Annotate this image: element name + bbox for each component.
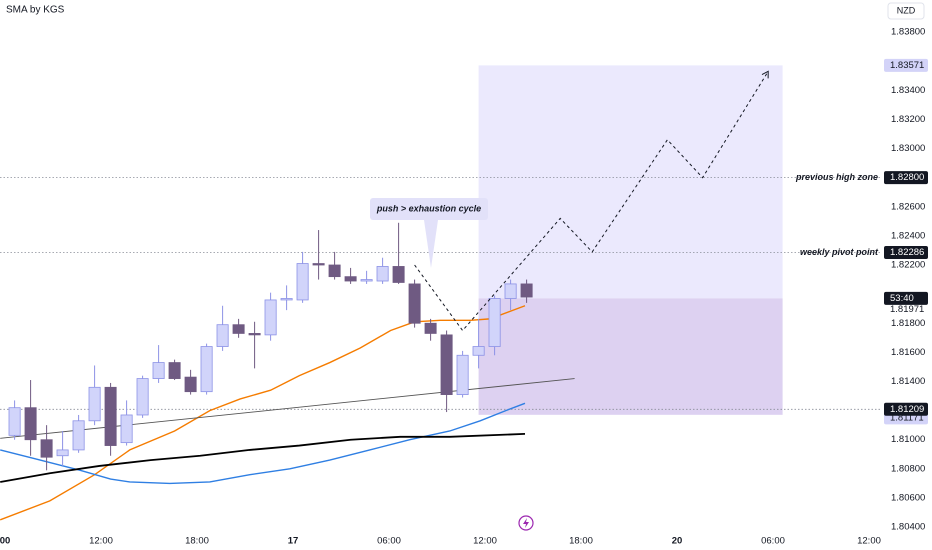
y-tick-label: 1.80800 xyxy=(891,463,925,474)
y-tick-label: 1.81000 xyxy=(891,434,925,445)
candle-body xyxy=(72,420,85,451)
y-tick-label: 1.83400 xyxy=(891,85,925,96)
indicator-line xyxy=(0,433,526,483)
x-tick-label: 12:00 xyxy=(857,536,881,547)
candle-body xyxy=(520,283,533,298)
y-tick-label: 1.81400 xyxy=(891,376,925,387)
candle-body xyxy=(24,407,37,441)
annotation: push > exhaustion cycle xyxy=(376,203,481,213)
candle-body xyxy=(200,346,213,393)
candle-body xyxy=(280,298,293,301)
y-tick-label: 1.83800 xyxy=(891,27,925,38)
replay-icon[interactable] xyxy=(518,515,534,531)
profit-zone xyxy=(478,65,783,299)
candle-body xyxy=(408,283,421,324)
y-tick-label: 1.80400 xyxy=(891,522,925,533)
price-tag-label: 1.81171 xyxy=(890,412,924,423)
candle-body xyxy=(296,263,309,301)
candle-body xyxy=(8,407,21,436)
candle-body xyxy=(40,439,53,458)
candle-body xyxy=(168,362,181,379)
x-tick-label: 18:00 xyxy=(569,536,593,547)
candle-body xyxy=(184,376,197,393)
x-tick-label: 20 xyxy=(672,536,683,547)
candle-body xyxy=(120,414,133,444)
projection-path xyxy=(414,71,769,332)
current-price-label: 1.81971 xyxy=(890,304,924,315)
price-tag xyxy=(884,402,928,416)
price-tag xyxy=(884,58,928,72)
currency[interactable]: NZD xyxy=(897,5,916,15)
candle-body xyxy=(456,354,469,395)
y-tick-label: 1.82400 xyxy=(891,230,925,241)
candle-body xyxy=(152,362,165,379)
x-tick-label: 00 xyxy=(0,536,10,547)
x-tick-label: 06:00 xyxy=(377,536,401,547)
y-tick-label: 1.81800 xyxy=(891,318,925,329)
price-tag-label: 53:40 xyxy=(890,293,914,304)
y-tick-label: 1.81600 xyxy=(891,347,925,358)
x-tick-label: 17 xyxy=(288,536,299,547)
price-tag xyxy=(884,171,928,185)
candle-body xyxy=(136,378,149,416)
candle-body xyxy=(264,299,277,336)
candle-body xyxy=(392,266,405,283)
indicator-line xyxy=(0,305,526,521)
price-tag-label: 1.81209 xyxy=(890,404,924,415)
annotation-callout: push > exhaustion cycle xyxy=(370,198,488,268)
x-tick-label: 12:00 xyxy=(89,536,113,547)
level-text: previous high zone xyxy=(795,172,878,182)
price-tag-label: 1.82800 xyxy=(890,172,924,183)
y-tick-label: 1.83000 xyxy=(891,143,925,154)
projection-arrowhead xyxy=(761,70,769,79)
candle-body xyxy=(248,333,261,336)
price-tag-label: 1.82286 xyxy=(890,247,924,258)
candle-body xyxy=(376,266,389,282)
candle-body xyxy=(216,324,229,347)
currency-box[interactable] xyxy=(887,2,925,20)
indicator-line xyxy=(0,402,526,485)
candle-body xyxy=(504,283,517,299)
price-tag xyxy=(884,245,928,259)
candle-body xyxy=(88,386,101,422)
x-tick-label: 06:00 xyxy=(761,536,785,547)
candle-body xyxy=(424,322,437,334)
y-tick-label: 1.82600 xyxy=(891,201,925,212)
x-tick-label: 18:00 xyxy=(185,536,209,547)
candle-body xyxy=(360,279,373,282)
candle-body xyxy=(312,263,325,266)
y-tick-label: 1.83200 xyxy=(891,114,925,125)
candle-body xyxy=(488,298,501,347)
price-tag xyxy=(884,291,928,305)
loss-zone xyxy=(478,298,783,415)
candle-body xyxy=(472,346,485,356)
candle-body xyxy=(344,276,357,282)
callout-box xyxy=(370,198,488,220)
callout-pointer xyxy=(424,220,438,268)
price-tag-label: 1.83571 xyxy=(890,60,924,71)
chart-title: SMA by KGS xyxy=(6,5,65,16)
y-tick-label: 1.82200 xyxy=(891,260,925,271)
candle-body xyxy=(440,334,453,395)
level-text: weekly pivot point xyxy=(800,247,879,257)
candle-body xyxy=(232,324,245,334)
candle-body xyxy=(328,264,341,278)
plot xyxy=(0,65,880,521)
candle-body xyxy=(104,386,117,446)
icon-bolt[interactable] xyxy=(523,518,529,528)
y-tick-label: 1.80600 xyxy=(891,492,925,503)
indicator-line xyxy=(0,378,575,439)
x-tick-label: 12:00 xyxy=(473,536,497,547)
candle-body xyxy=(56,449,69,457)
